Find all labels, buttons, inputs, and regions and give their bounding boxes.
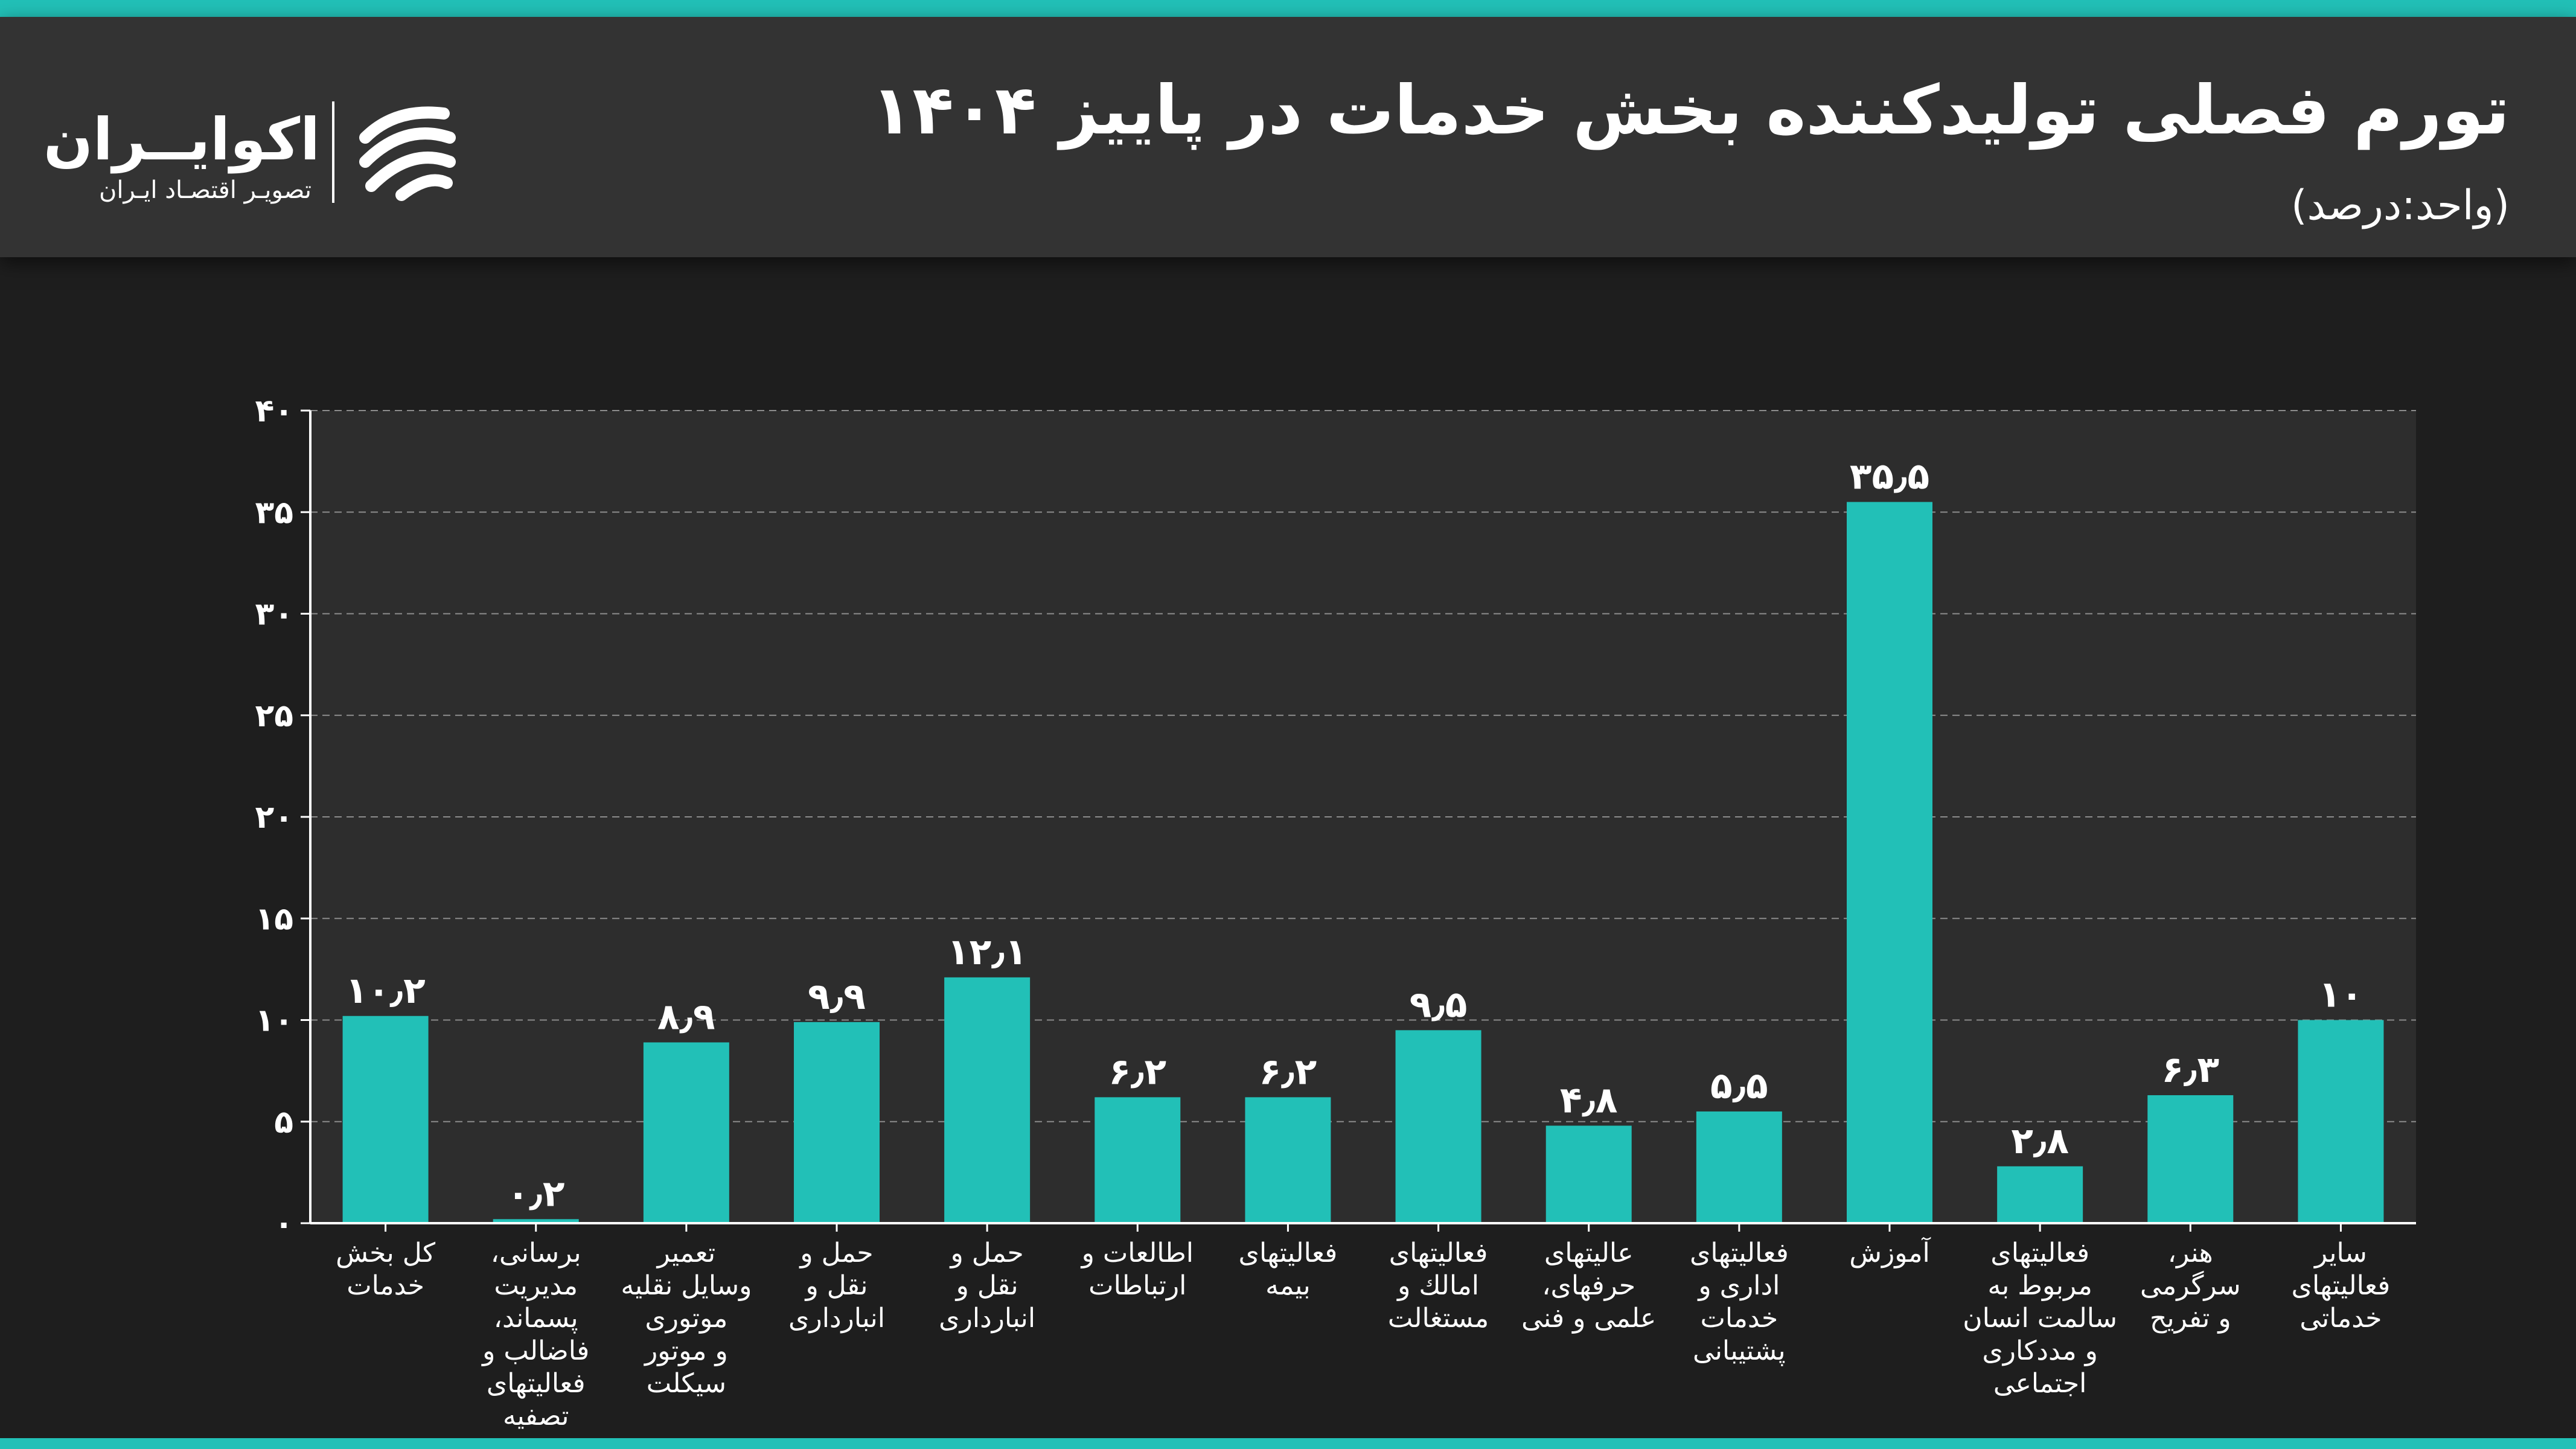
category-label: اداری و bbox=[1697, 1270, 1780, 1301]
category-label: فعالیتهای bbox=[2292, 1270, 2391, 1301]
category-label: اطالعات و bbox=[1081, 1238, 1194, 1268]
bottom-accent-stripe bbox=[0, 1438, 2576, 1449]
bar bbox=[2147, 1095, 2234, 1223]
category-label: برسانی، bbox=[491, 1238, 581, 1268]
category-label: و مددکاری bbox=[1982, 1335, 2098, 1366]
bar bbox=[944, 977, 1031, 1223]
brand-tagline: تصویـر اقتصـاد ایـران bbox=[98, 176, 312, 204]
data-label: ۶٫۳ bbox=[2161, 1049, 2219, 1091]
bar bbox=[1095, 1097, 1181, 1223]
category-label: پشتیبانی bbox=[1693, 1335, 1786, 1366]
bar bbox=[493, 1219, 579, 1223]
category-label: بیمه bbox=[1265, 1270, 1311, 1301]
category-label: خدماتی bbox=[2300, 1303, 2382, 1334]
category-label: سایر bbox=[2313, 1238, 2367, 1268]
category-label: مدیریت bbox=[494, 1270, 578, 1301]
top-accent-stripe bbox=[0, 0, 2576, 17]
data-label: ۸٫۹ bbox=[657, 996, 715, 1038]
bar bbox=[1395, 1030, 1481, 1223]
category-label: فعالیتهای bbox=[1389, 1238, 1488, 1268]
category-label: تصفیه bbox=[503, 1401, 569, 1431]
category-label: فعالیتهای bbox=[1990, 1238, 2089, 1268]
category-label: ارتباطات bbox=[1088, 1270, 1186, 1301]
unit-subtitle: (واحد:درصد) bbox=[2291, 182, 2510, 229]
category-label: مربوط به bbox=[1987, 1270, 2092, 1301]
y-tick-label: ۱۰ bbox=[255, 1003, 293, 1039]
category-label: فعالیتهای bbox=[487, 1368, 586, 1399]
category-label: انبارداری bbox=[788, 1303, 885, 1334]
y-tick-label: ۴۰ bbox=[255, 393, 293, 429]
header-bar: تورم فصلی تولیدکننده بخش خدمات در پاییز … bbox=[0, 17, 2576, 257]
y-tick-label: ۵ bbox=[274, 1104, 293, 1140]
category-label: تعمیر bbox=[656, 1238, 715, 1268]
category-label: و تفریح bbox=[2150, 1303, 2231, 1334]
logo-divider bbox=[332, 101, 334, 203]
category-label: و موتور bbox=[644, 1335, 728, 1366]
data-label: ۶٫۲ bbox=[1259, 1051, 1317, 1093]
bar bbox=[643, 1042, 729, 1223]
brand-logo-icon bbox=[359, 106, 456, 201]
category-label: امالك و bbox=[1396, 1270, 1479, 1301]
bar bbox=[342, 1016, 429, 1223]
page-title: تورم فصلی تولیدکننده بخش خدمات در پاییز … bbox=[871, 71, 2510, 150]
category-label: مستغالت bbox=[1388, 1303, 1489, 1334]
category-label: سرگرمی bbox=[2140, 1270, 2241, 1301]
data-label: ۴٫۸ bbox=[1560, 1079, 1618, 1121]
data-label: ۰٫۲ bbox=[507, 1172, 565, 1215]
category-label: انبارداری bbox=[939, 1303, 1035, 1334]
data-label: ۹٫۹ bbox=[808, 976, 866, 1018]
bar bbox=[1545, 1125, 1632, 1223]
data-label: ۱۰٫۲ bbox=[345, 970, 425, 1012]
category-label: فعالیتهای bbox=[1239, 1238, 1338, 1268]
data-label: ۳۵٫۵ bbox=[1850, 455, 1929, 497]
category-label: هنر، bbox=[2168, 1238, 2213, 1268]
category-label: حرفهای، bbox=[1542, 1270, 1635, 1301]
category-label: سیکلت bbox=[647, 1368, 726, 1399]
brand-name: اکوایــران bbox=[43, 106, 320, 173]
category-label: عالیتهای bbox=[1544, 1238, 1634, 1268]
data-label: ۹٫۵ bbox=[1410, 984, 1468, 1026]
category-label: سالمت انسان bbox=[1963, 1303, 2117, 1334]
y-tick-label: ۳۵ bbox=[255, 494, 293, 531]
data-label: ۲٫۸ bbox=[2011, 1120, 2069, 1162]
bar bbox=[1997, 1166, 2083, 1223]
y-tick-label: ۲۰ bbox=[255, 799, 293, 836]
y-tick-label: ۲۵ bbox=[255, 698, 293, 734]
y-tick-label: ۳۰ bbox=[255, 597, 293, 633]
category-label: وسایل نقلیه bbox=[621, 1270, 752, 1301]
category-label: خدمات bbox=[1701, 1303, 1779, 1334]
category-label: علمی و فنی bbox=[1521, 1303, 1656, 1334]
category-label: نقل و bbox=[955, 1270, 1018, 1301]
bar bbox=[1245, 1097, 1331, 1223]
category-label: کل بخش bbox=[336, 1238, 435, 1268]
y-tick-label: ۱۵ bbox=[255, 901, 293, 937]
category-label: موتوری bbox=[645, 1303, 727, 1334]
bar bbox=[1696, 1111, 1782, 1223]
category-label: آموزش bbox=[1849, 1236, 1931, 1268]
category-label: فاضالب و bbox=[481, 1335, 589, 1366]
category-label: پسماند، bbox=[494, 1303, 578, 1334]
bar bbox=[2298, 1020, 2384, 1223]
data-label: ۵٫۵ bbox=[1710, 1065, 1768, 1107]
data-label: ۶٫۲ bbox=[1108, 1051, 1166, 1093]
category-label: اجتماعی bbox=[1993, 1368, 2086, 1399]
category-label: حمل و bbox=[950, 1238, 1024, 1268]
y-tick-label: ۰ bbox=[274, 1206, 293, 1242]
bar bbox=[794, 1022, 880, 1223]
bar bbox=[1847, 502, 1932, 1223]
category-label: حمل و bbox=[799, 1238, 873, 1268]
category-label: فعالیتهای bbox=[1690, 1238, 1789, 1268]
category-label: نقل و bbox=[804, 1270, 868, 1301]
data-label: ۱۰ bbox=[2319, 974, 2363, 1016]
category-label: خدمات bbox=[347, 1270, 424, 1301]
data-label: ۱۲٫۱ bbox=[947, 931, 1027, 973]
